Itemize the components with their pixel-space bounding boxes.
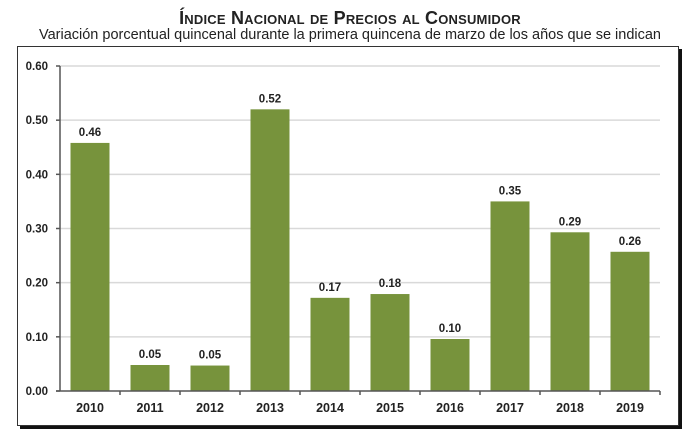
y-tick-label: 0.30 (26, 224, 48, 236)
data-label: 0.26 (619, 236, 641, 248)
bar-2018 (550, 232, 590, 391)
x-tick-label: 2014 (316, 401, 344, 415)
bar-2019 (610, 251, 650, 391)
data-label: 0.05 (199, 350, 222, 362)
bar-2013 (250, 109, 290, 391)
x-tick-label: 2015 (376, 401, 404, 415)
x-tick-label: 2010 (76, 401, 104, 415)
x-tick-label: 2013 (256, 401, 284, 415)
x-tick-label: 2017 (496, 401, 524, 415)
data-label: 0.05 (139, 349, 162, 361)
bar-2011 (130, 365, 170, 391)
y-tick-label: 0.50 (26, 115, 48, 127)
data-label: 0.52 (259, 93, 281, 105)
bar-2015 (370, 294, 410, 391)
data-label: 0.29 (559, 216, 581, 228)
bar-2012 (190, 365, 230, 391)
bar-2017 (490, 201, 530, 391)
x-tick-label: 2012 (196, 401, 224, 415)
x-tick-label: 2011 (136, 401, 163, 415)
chart-subtitle: Variación porcentual quincenal durante l… (38, 27, 661, 43)
bar-2014 (310, 297, 350, 391)
data-label: 0.46 (79, 127, 101, 139)
x-tick-label: 2019 (616, 401, 644, 415)
data-label: 0.18 (379, 278, 402, 290)
bar-2016 (430, 339, 470, 391)
x-tick-label: 2016 (436, 401, 464, 415)
data-label: 0.17 (319, 282, 341, 294)
chart-title: Índice Nacional de Precios al Consumidor (179, 8, 521, 28)
x-tick-label: 2018 (556, 401, 584, 415)
y-tick-label: 0.40 (26, 169, 48, 181)
data-label: 0.35 (499, 185, 522, 197)
y-tick-label: 0.10 (26, 332, 48, 344)
bar-2010 (70, 142, 110, 391)
y-tick-label: 0.00 (26, 386, 48, 398)
data-label: 0.10 (439, 323, 461, 335)
y-tick-label: 0.20 (26, 278, 48, 290)
y-tick-label: 0.60 (26, 61, 48, 73)
